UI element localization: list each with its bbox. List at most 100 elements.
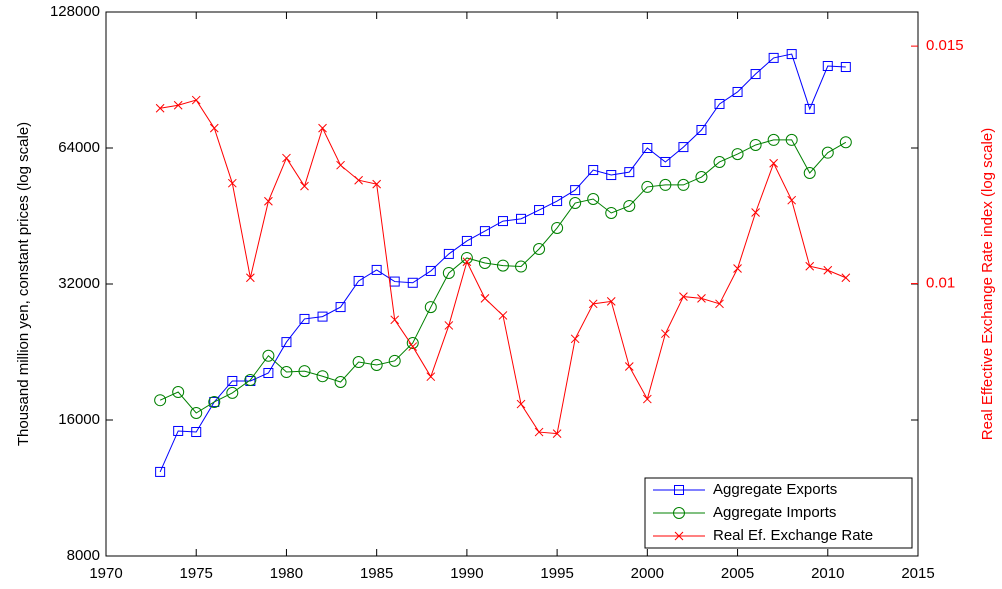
data-point (370, 358, 383, 371)
data-point (478, 256, 491, 269)
x-tick-label: 1975 (180, 565, 213, 582)
y-tick-label: 16000 (58, 411, 100, 428)
data-point (425, 265, 436, 276)
data-point (661, 329, 670, 339)
data-point (172, 386, 185, 399)
data-point (551, 221, 564, 234)
data-point (623, 199, 636, 212)
data-point (714, 98, 725, 109)
legend-label: Aggregate Exports (713, 481, 837, 498)
legend-marker (673, 507, 685, 519)
data-point (570, 185, 581, 196)
data-point (300, 181, 309, 191)
data-point (516, 399, 526, 409)
data-point (227, 375, 238, 386)
y2-tick-label: 0.015 (926, 37, 964, 54)
data-point (751, 208, 760, 217)
data-point (209, 123, 219, 133)
data-point (767, 133, 780, 146)
data-point (406, 336, 419, 349)
data-point (552, 196, 563, 207)
data-point (624, 167, 635, 178)
data-point (733, 264, 742, 273)
data-point (515, 260, 528, 273)
data-point (209, 396, 220, 407)
data-point (263, 368, 274, 379)
data-point (823, 265, 833, 275)
data-point (191, 95, 201, 105)
y-tick-label: 64000 (58, 139, 100, 156)
data-point (262, 349, 275, 362)
data-point (480, 294, 490, 303)
data-point (442, 266, 455, 279)
data-point (731, 148, 744, 161)
data-point (749, 138, 762, 151)
data-point (444, 321, 454, 330)
plot-area (105, 11, 919, 557)
data-point (534, 427, 544, 437)
legend-label: Aggregate Imports (713, 504, 836, 521)
data-point (299, 313, 310, 324)
data-point (335, 302, 346, 313)
data-point (443, 248, 454, 259)
data-point (353, 275, 364, 286)
data-point (226, 386, 239, 399)
data-point (298, 365, 311, 378)
data-point (822, 61, 833, 72)
data-point (624, 362, 634, 371)
data-point (389, 276, 400, 287)
data-point (318, 123, 327, 133)
data-point (803, 167, 816, 180)
data-point (352, 356, 365, 369)
data-point (496, 259, 509, 272)
data-point (461, 235, 472, 246)
data-point (715, 299, 724, 309)
data-point (244, 373, 257, 386)
data-point (677, 178, 690, 191)
data-point (190, 407, 203, 420)
data-point (839, 136, 852, 149)
data-point (191, 427, 202, 438)
x-tick-label: 1980 (270, 565, 303, 582)
data-point (697, 294, 706, 303)
data-point (155, 103, 165, 113)
data-point (641, 180, 654, 193)
legend-marker (674, 531, 684, 541)
x-tick-label: 2015 (901, 565, 934, 582)
data-point (154, 394, 167, 407)
data-point (424, 301, 437, 314)
data-point (804, 103, 815, 114)
legend-label: Real Ef. Exchange Rate (713, 527, 873, 544)
data-point (642, 394, 652, 404)
x-tick-label: 2005 (721, 565, 754, 582)
data-point (606, 170, 617, 181)
data-point (805, 261, 815, 271)
data-point (841, 273, 851, 283)
data-point (787, 195, 797, 205)
data-point (264, 196, 273, 206)
data-point (678, 142, 689, 153)
y-tick-label: 128000 (50, 3, 100, 20)
data-point (155, 466, 166, 477)
x-tick-label: 1985 (360, 565, 393, 582)
data-point (642, 143, 653, 153)
y-tick-label: 32000 (58, 275, 100, 292)
y2-axis-label: Real Effective Exchange Rate index (log … (979, 128, 996, 440)
data-point (695, 171, 708, 184)
data-point (426, 372, 436, 382)
data-point (570, 334, 580, 344)
series-line (159, 53, 846, 473)
legend-marker (674, 485, 684, 495)
data-point (388, 354, 401, 367)
data-point (462, 257, 472, 267)
data-point (552, 429, 562, 438)
data-point (407, 277, 418, 288)
data-point (208, 395, 221, 408)
y2-tick-label: 0.01 (926, 275, 955, 292)
data-point (516, 213, 527, 224)
data-point (498, 311, 508, 320)
data-point (281, 337, 292, 348)
data-point (659, 178, 672, 191)
data-point (497, 216, 508, 227)
